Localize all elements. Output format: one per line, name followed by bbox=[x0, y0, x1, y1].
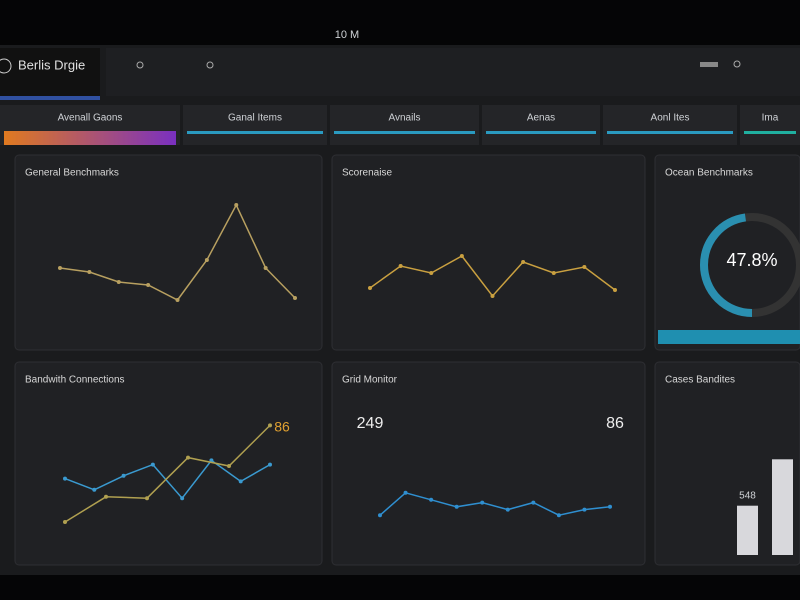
point bbox=[613, 288, 617, 292]
stat: 86 bbox=[274, 419, 290, 435]
point bbox=[92, 487, 97, 492]
stat: 548 bbox=[739, 490, 756, 501]
tab[interactable] bbox=[740, 105, 800, 145]
point bbox=[63, 476, 67, 481]
line bbox=[379, 491, 611, 516]
panel bbox=[331, 361, 646, 566]
tab[interactable] bbox=[603, 105, 737, 145]
point bbox=[293, 296, 297, 300]
point bbox=[556, 513, 561, 518]
panels: General Benchmarks Scorenaise Ocean Benchm… bbox=[14, 154, 800, 566]
point bbox=[429, 497, 434, 502]
point bbox=[63, 520, 67, 524]
point bbox=[263, 266, 268, 270]
point bbox=[268, 462, 272, 467]
panel-title: Grid Monitor bbox=[342, 375, 398, 386]
panel-title: Scorenaise bbox=[342, 168, 392, 179]
panel-title: General Benchmarks bbox=[25, 168, 119, 179]
tab-indicator bbox=[607, 131, 733, 134]
gauge-bar bbox=[658, 330, 800, 344]
tab-bar: Avenall Gaons Ganal Items Avnails Aenas Aonl… bbox=[0, 105, 800, 145]
point bbox=[180, 496, 185, 501]
bar bbox=[737, 505, 758, 555]
point bbox=[234, 203, 239, 207]
logo-underline bbox=[0, 96, 100, 100]
point bbox=[582, 265, 587, 269]
icon[interactable] bbox=[700, 62, 718, 67]
tab-label: Aonl Ites bbox=[651, 113, 690, 124]
tab-indicator bbox=[744, 131, 796, 134]
panel bbox=[14, 154, 323, 351]
line bbox=[64, 459, 271, 500]
clock: 10 M bbox=[335, 29, 359, 41]
point bbox=[582, 507, 587, 512]
point bbox=[429, 271, 434, 275]
stat: 249 bbox=[357, 415, 384, 432]
logo bbox=[0, 58, 12, 74]
point bbox=[490, 294, 495, 298]
point bbox=[454, 504, 459, 509]
point bbox=[368, 286, 372, 290]
tab-label: Ima bbox=[762, 113, 779, 124]
point bbox=[104, 494, 108, 499]
point bbox=[521, 260, 526, 264]
logo-box bbox=[0, 48, 100, 100]
point bbox=[146, 283, 151, 287]
point bbox=[204, 258, 209, 262]
point bbox=[227, 464, 231, 468]
tab-indicator bbox=[334, 131, 475, 134]
panel-title: Bandwith Connections bbox=[25, 375, 125, 386]
bar bbox=[772, 459, 793, 555]
point bbox=[116, 280, 121, 284]
tab-label: Ganal Items bbox=[228, 113, 282, 124]
point bbox=[87, 270, 92, 274]
tab-label: Avenall Gaons bbox=[58, 113, 123, 124]
tab-label: Aenas bbox=[527, 113, 555, 124]
point bbox=[145, 496, 149, 501]
point bbox=[58, 266, 62, 270]
panel-title: Ocean Benchmarks bbox=[665, 168, 753, 179]
tab[interactable] bbox=[183, 105, 327, 145]
stat: 86 bbox=[606, 415, 624, 432]
tab-indicator bbox=[486, 131, 596, 134]
point bbox=[121, 473, 126, 478]
point bbox=[551, 271, 556, 275]
point bbox=[398, 264, 403, 268]
point bbox=[186, 455, 190, 460]
gauge-arc bbox=[700, 213, 800, 317]
panel-title: Cases Bandites bbox=[665, 375, 735, 386]
tab-indicator bbox=[4, 131, 176, 145]
point bbox=[531, 500, 536, 505]
point bbox=[378, 513, 382, 518]
line bbox=[64, 424, 271, 523]
point bbox=[403, 490, 408, 495]
tab-label: Avnails bbox=[388, 113, 420, 124]
top-bar bbox=[106, 48, 800, 96]
icon[interactable] bbox=[136, 61, 144, 69]
brand: Berlis Drgie bbox=[18, 57, 85, 72]
point bbox=[209, 458, 214, 463]
point bbox=[150, 462, 155, 467]
panel bbox=[654, 361, 800, 566]
panel bbox=[654, 154, 800, 351]
point bbox=[238, 479, 243, 484]
panel bbox=[331, 154, 646, 351]
icon[interactable] bbox=[733, 60, 741, 68]
point bbox=[459, 254, 464, 258]
gauge-label: 47.8% bbox=[726, 250, 777, 270]
tab-indicator bbox=[187, 131, 323, 134]
icon[interactable] bbox=[206, 61, 214, 69]
panel bbox=[14, 361, 323, 566]
point bbox=[480, 500, 485, 505]
point bbox=[505, 507, 510, 512]
tab[interactable] bbox=[330, 105, 479, 145]
point bbox=[268, 423, 272, 428]
tab[interactable] bbox=[482, 105, 600, 145]
point bbox=[175, 298, 180, 302]
point bbox=[608, 504, 612, 509]
